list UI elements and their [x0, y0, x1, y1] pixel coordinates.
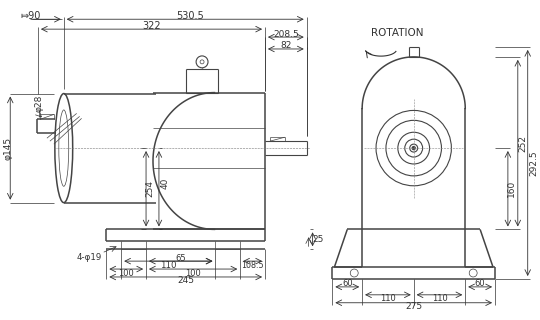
Text: 245: 245 — [177, 276, 194, 285]
Text: φ145: φ145 — [4, 137, 13, 160]
Text: 65: 65 — [176, 254, 186, 263]
Text: ROTATION: ROTATION — [370, 28, 423, 38]
Text: 110: 110 — [431, 294, 447, 303]
Text: 108.5: 108.5 — [241, 260, 264, 269]
Text: 40: 40 — [160, 178, 170, 189]
Text: 208.5: 208.5 — [273, 30, 299, 39]
Text: 110: 110 — [160, 260, 177, 269]
Text: 322: 322 — [142, 21, 161, 31]
Circle shape — [412, 147, 415, 149]
Text: 292.5: 292.5 — [529, 150, 538, 176]
Text: 275: 275 — [405, 302, 422, 311]
Text: 4-φ19: 4-φ19 — [77, 253, 102, 262]
Text: 60: 60 — [475, 279, 485, 288]
Text: 530.5: 530.5 — [176, 11, 204, 21]
Text: 82: 82 — [280, 42, 292, 51]
Text: 60: 60 — [342, 279, 353, 288]
Text: 100: 100 — [118, 268, 134, 277]
Text: 160: 160 — [508, 180, 516, 197]
Text: φ28: φ28 — [35, 95, 44, 112]
Text: 25: 25 — [312, 235, 323, 244]
Text: 252: 252 — [518, 135, 527, 152]
Text: 110: 110 — [380, 294, 396, 303]
Text: 100: 100 — [185, 268, 201, 277]
Text: ⤇90: ⤇90 — [20, 11, 40, 21]
Text: 254: 254 — [145, 180, 154, 197]
